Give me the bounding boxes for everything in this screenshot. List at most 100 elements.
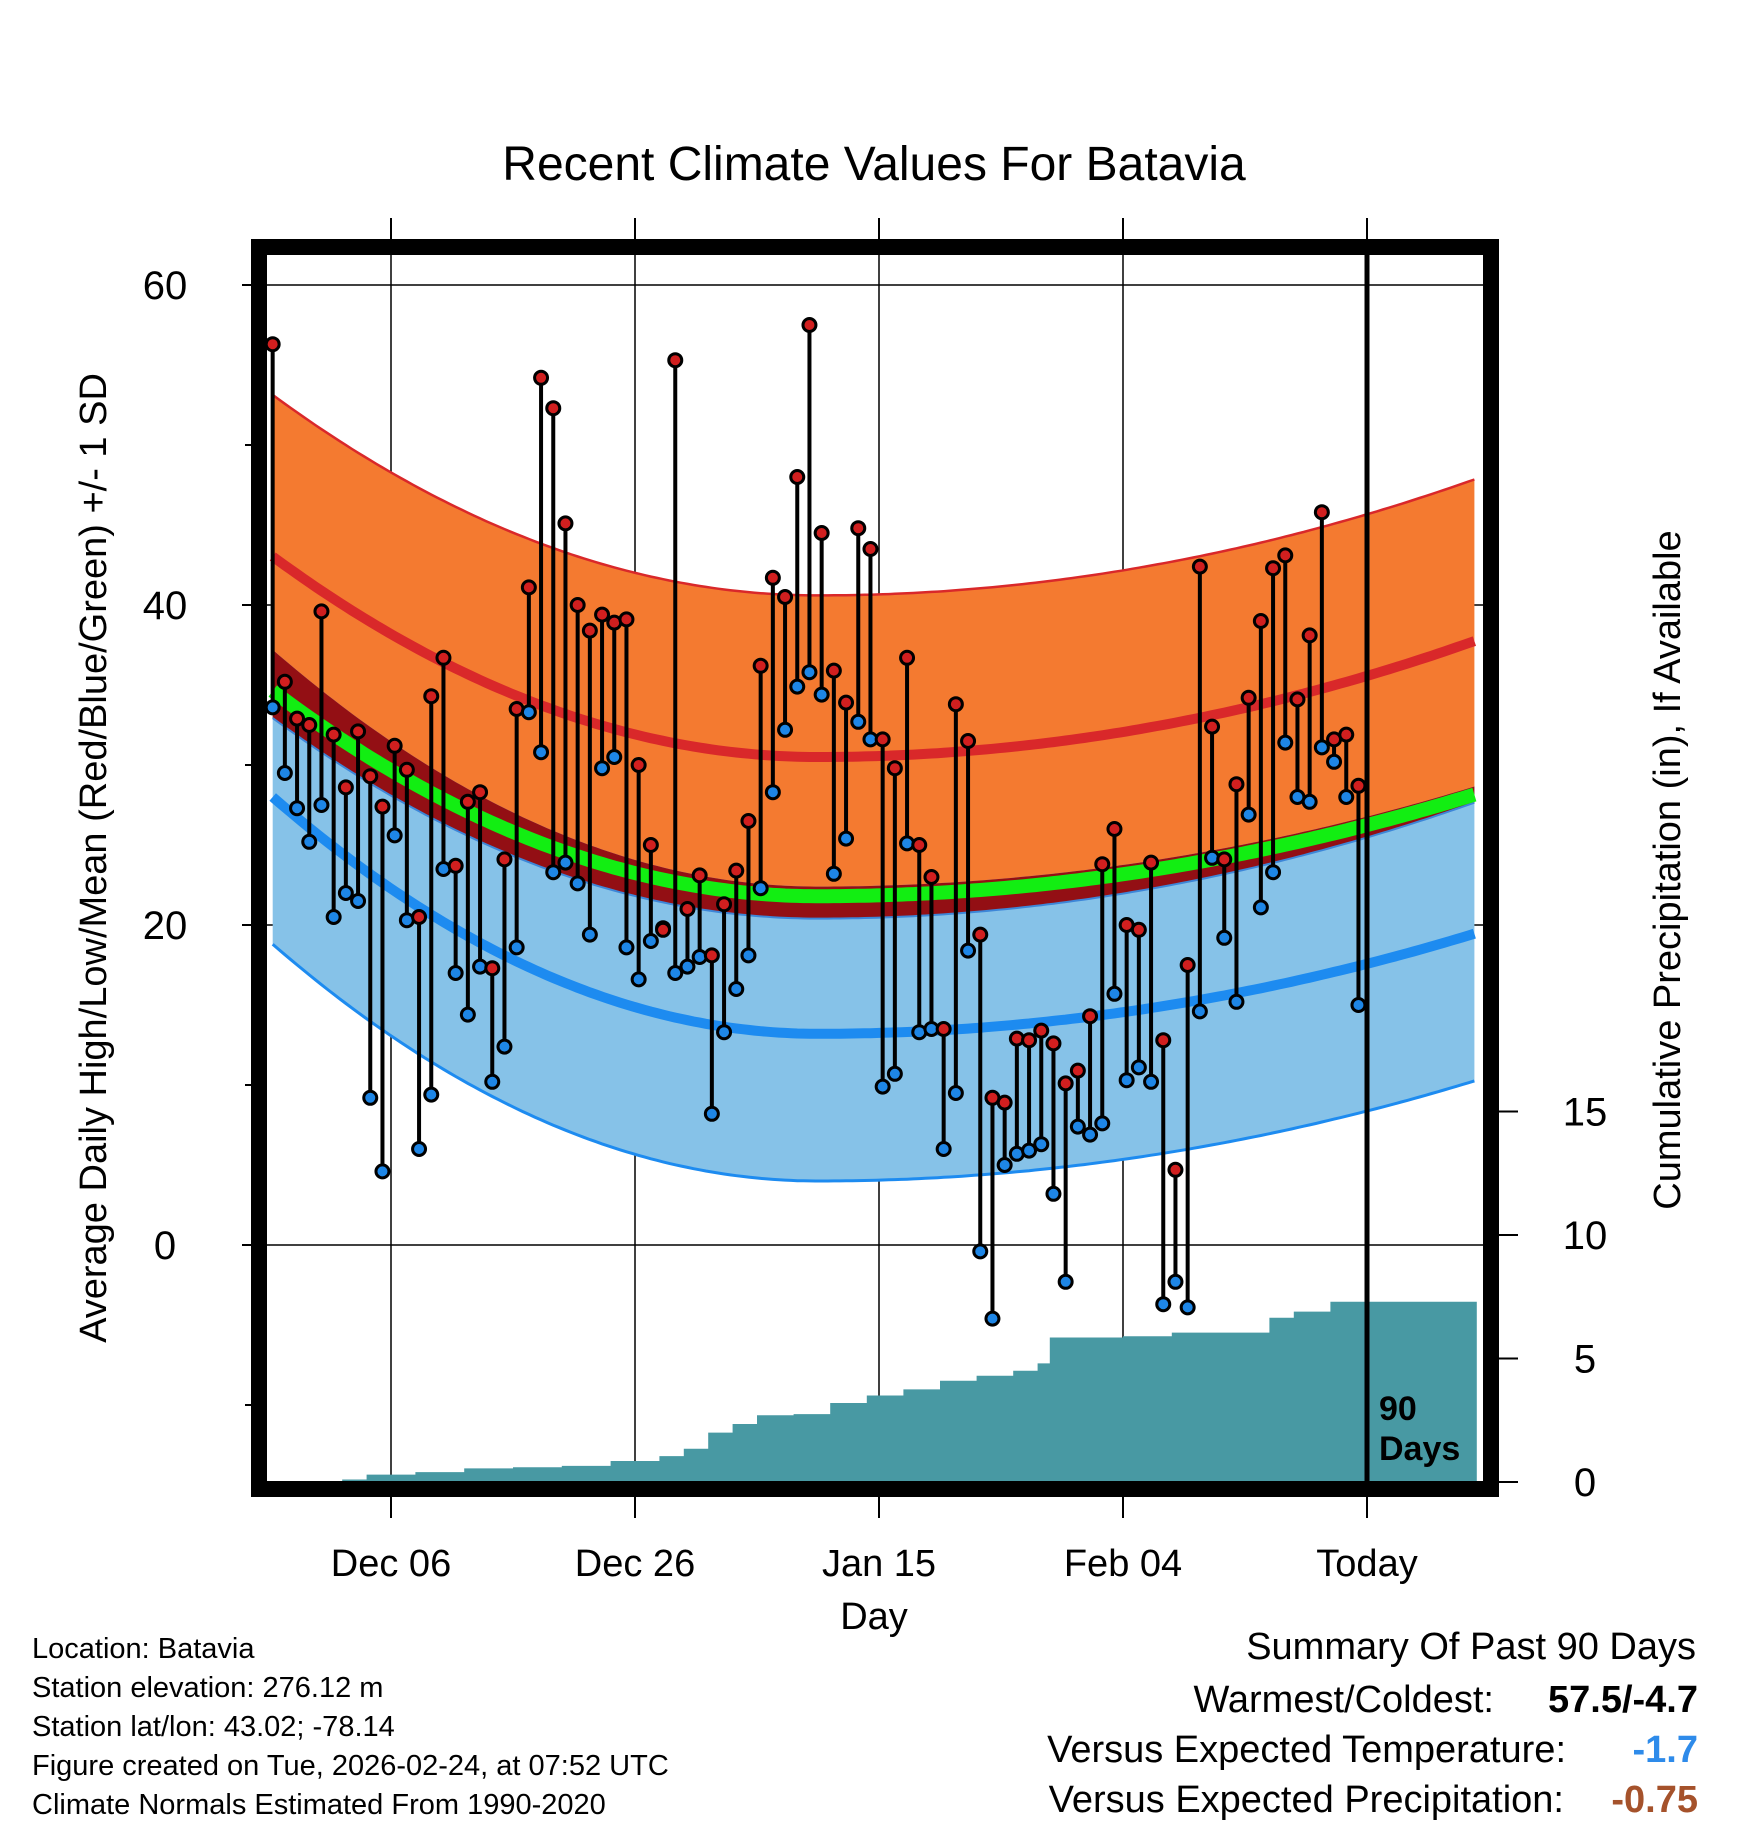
low-lower-edge <box>271 943 1475 1183</box>
low-marker <box>1082 1126 1099 1143</box>
daily-markers <box>264 317 1367 1327</box>
high-marker <box>362 768 379 785</box>
high-marker <box>1191 558 1208 575</box>
high-marker <box>386 737 403 754</box>
low-marker <box>1228 993 1245 1010</box>
low-marker <box>1301 793 1318 810</box>
low-marker <box>838 830 855 847</box>
y2-tick-label: 10 <box>1563 1214 1608 1258</box>
high-marker <box>1179 957 1196 973</box>
low-marker <box>301 833 318 850</box>
high-marker <box>789 469 806 485</box>
y-tick-label: 0 <box>154 1224 176 1268</box>
low-marker <box>1106 985 1123 1002</box>
warm-cold-label: Warmest/Coldest: <box>1193 1679 1494 1721</box>
high-marker <box>435 649 452 666</box>
high-marker <box>630 757 647 773</box>
low-marker <box>1155 1296 1172 1313</box>
low-marker <box>545 864 562 881</box>
high-marker <box>1265 560 1282 577</box>
info-elevation: Station elevation: 276.12 m <box>32 1672 383 1704</box>
high-marker <box>1167 1161 1184 1178</box>
high-marker <box>557 515 574 532</box>
low-marker <box>362 1089 379 1106</box>
high-marker <box>740 813 757 829</box>
low-marker <box>1252 899 1269 916</box>
high-marker <box>703 947 720 964</box>
high-marker <box>581 622 598 639</box>
high-marker <box>960 733 977 749</box>
low-marker <box>813 686 830 703</box>
high-marker <box>1045 1035 1062 1052</box>
low-marker <box>1265 864 1282 881</box>
high-marker <box>911 837 928 853</box>
low-marker <box>1094 1115 1111 1132</box>
chart-title: Recent Climate Values For Batavia <box>502 138 1246 191</box>
low-marker <box>1326 753 1343 770</box>
vs-temp-label: Versus Expected Temperature: <box>1047 1729 1566 1771</box>
low-marker <box>350 893 367 909</box>
high-marker <box>313 603 330 620</box>
high-marker <box>850 520 867 537</box>
low-marker <box>1118 1072 1135 1089</box>
low-marker <box>276 765 293 781</box>
high-marker <box>996 1094 1013 1111</box>
high-marker <box>1021 1032 1038 1049</box>
high-marker <box>1069 1062 1086 1079</box>
low-marker <box>972 1243 989 1260</box>
low-marker <box>1057 1273 1074 1290</box>
x-tick-label: Feb 04 <box>1064 1543 1182 1585</box>
low-marker <box>777 721 794 738</box>
high-marker <box>520 579 537 596</box>
low-marker <box>960 942 977 959</box>
low-marker <box>764 784 781 801</box>
today-days-label: 90 Days <box>1379 1390 1460 1468</box>
normal-low-line <box>269 793 1476 1039</box>
low-marker <box>423 1086 440 1103</box>
x-tick-label: Dec 26 <box>575 1543 695 1585</box>
high-sd-band <box>272 394 1475 919</box>
info-latlon: Station lat/lon: 43.02; -78.14 <box>32 1711 395 1743</box>
y-axis-label: Average Daily High/Low/Mean (Red/Blue/Gr… <box>73 373 115 1343</box>
low-marker <box>569 875 586 892</box>
high-marker <box>1338 726 1355 743</box>
cumulative-precip-area <box>269 1301 1477 1482</box>
low-marker <box>594 760 611 777</box>
axes: 0 20 40 60 0 5 10 15 Dec 06 Dec 26 Jan 15 Feb 04 Tod… <box>143 218 1608 1585</box>
low-marker <box>1179 1299 1196 1316</box>
high-marker <box>1228 776 1245 793</box>
x-tick-label: Dec 06 <box>331 1543 451 1585</box>
high-marker <box>1033 1022 1050 1039</box>
low-marker <box>752 880 769 897</box>
high-marker <box>874 731 891 748</box>
high-marker <box>276 673 293 690</box>
y-tick-label: 40 <box>143 584 188 628</box>
high-upper-edge <box>271 393 1475 597</box>
high-marker <box>374 798 391 815</box>
low-marker <box>1191 1003 1208 1020</box>
high-marker <box>1094 856 1111 873</box>
high-marker <box>1143 854 1160 871</box>
high-marker <box>447 857 464 874</box>
high-marker <box>728 862 745 879</box>
high-marker <box>1082 1008 1099 1025</box>
info-location: Location: Batavia <box>32 1633 255 1665</box>
low-marker <box>289 800 306 817</box>
high-marker <box>545 400 562 417</box>
high-marker <box>350 723 367 740</box>
high-marker <box>1155 1032 1172 1049</box>
high-marker <box>838 694 855 711</box>
high-marker <box>923 869 940 885</box>
high-marker <box>618 611 635 628</box>
high-marker <box>1106 821 1123 837</box>
high-marker <box>1240 689 1257 706</box>
high-marker <box>691 867 708 884</box>
high-marker <box>642 837 659 853</box>
high-marker <box>1252 613 1269 629</box>
low-marker <box>618 939 635 956</box>
precipitation-area <box>269 1301 1477 1482</box>
high-marker <box>472 784 489 801</box>
high-marker <box>398 761 415 778</box>
low-marker <box>520 704 537 721</box>
high-marker <box>301 717 318 733</box>
